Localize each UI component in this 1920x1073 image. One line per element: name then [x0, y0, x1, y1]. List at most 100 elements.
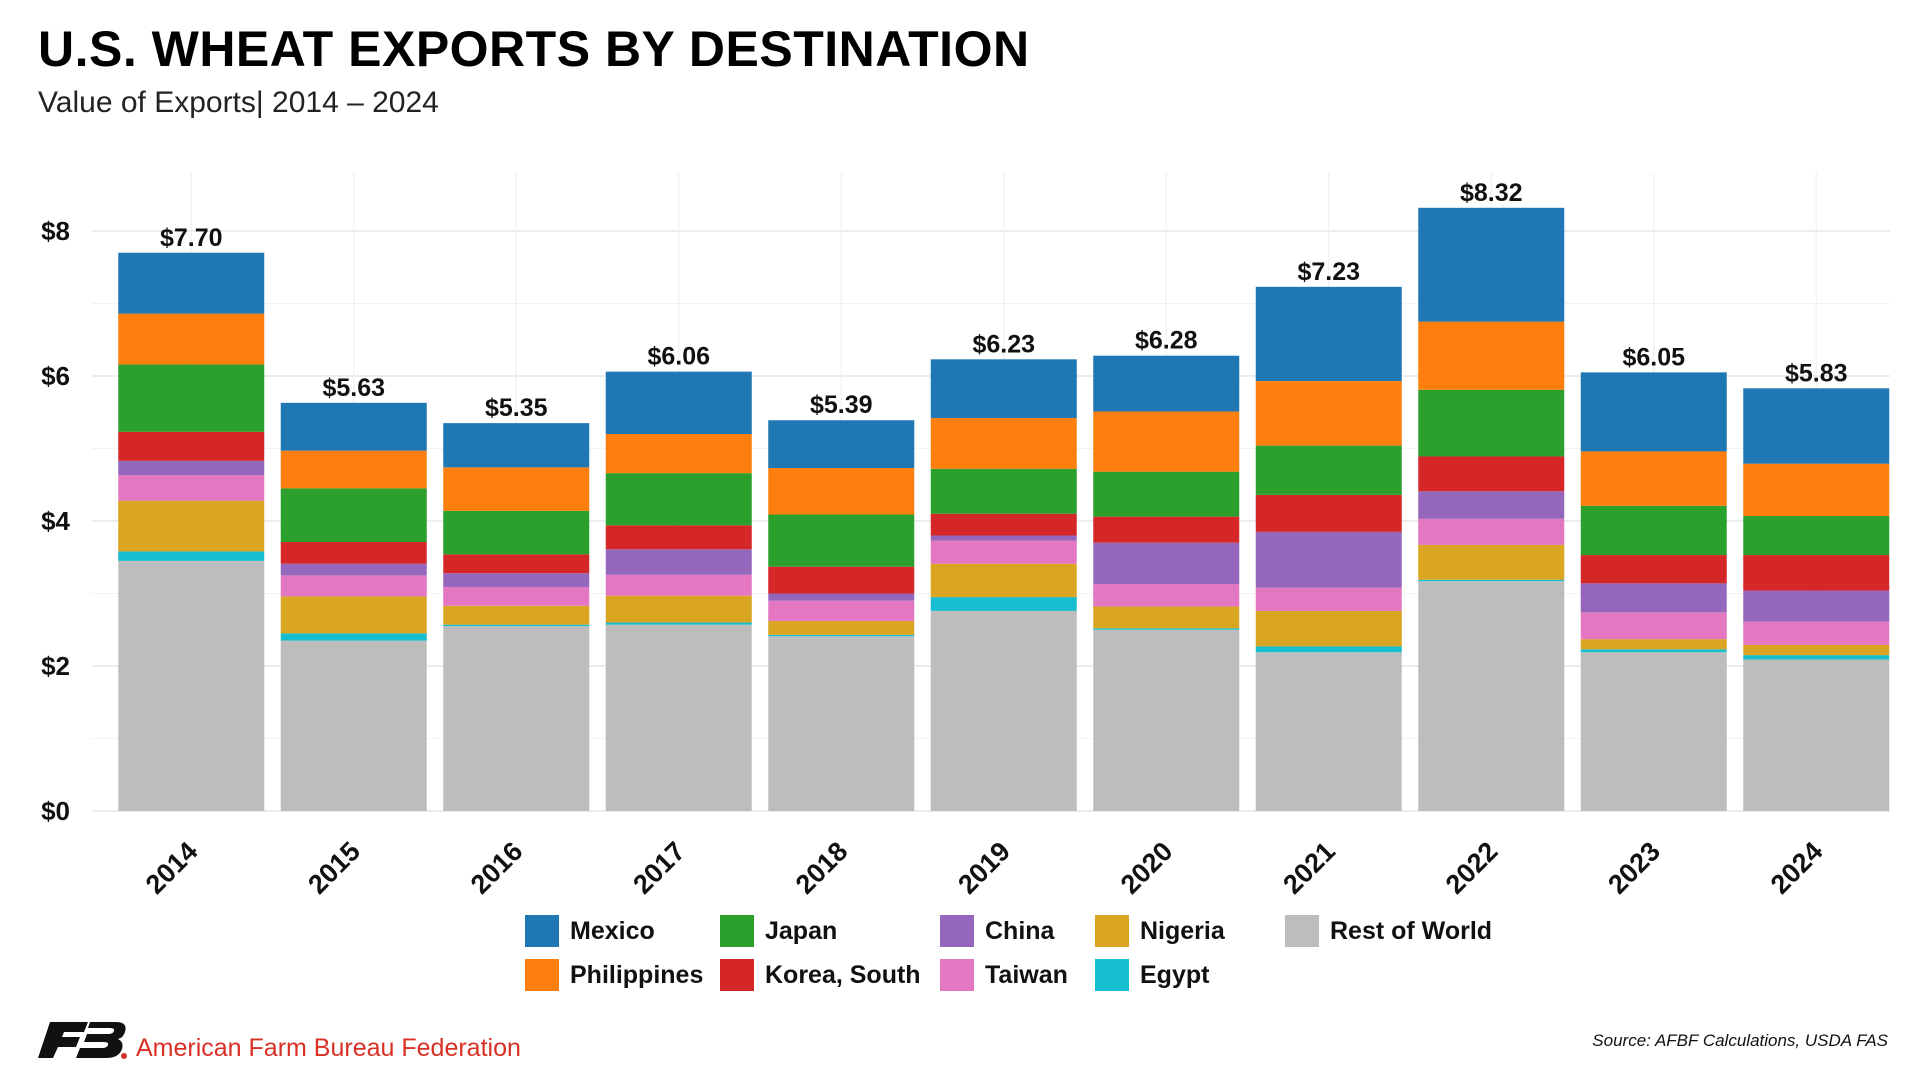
bar-segment-china: [1093, 542, 1240, 585]
legend-item-egypt: Egypt: [1095, 959, 1285, 991]
bar-segment-taiwan: [605, 574, 752, 596]
legend-swatch: [940, 915, 974, 947]
fb-logo-icon: [38, 1022, 127, 1059]
bar-segment-mexico: [118, 252, 265, 314]
bar-segment-taiwan: [1418, 518, 1565, 545]
bar-segment-japan: [1418, 389, 1565, 457]
bar-segment-china: [118, 460, 265, 476]
legend-swatch: [1095, 959, 1129, 991]
bar-total-label: $7.23: [1297, 258, 1360, 286]
bar-segment-china: [768, 593, 915, 601]
bar-segment-japan: [768, 514, 915, 567]
bar-segment-korea-south: [930, 513, 1077, 536]
bar-segment-mexico: [930, 359, 1077, 419]
bar-segment-mexico: [768, 420, 915, 469]
organization-name: American Farm Bureau Federation: [136, 1034, 521, 1062]
x-tick-label: 2021: [1277, 836, 1341, 900]
bar-segment-mexico: [1580, 372, 1727, 452]
bar-segment-egypt: [1418, 579, 1565, 582]
bar-total-label: $6.28: [1135, 327, 1198, 355]
bar-segment-korea-south: [605, 525, 752, 550]
bar-segment-rest-of-world: [1580, 652, 1727, 811]
bar-segment-taiwan: [1093, 584, 1240, 607]
stacked-bar-chart: $7.70 $5.63 $5.35 $6.06 $5.39 $6.23 $6.28 $7.23…: [41, 173, 1890, 900]
bar-segment-philippines: [768, 468, 915, 515]
x-tick-label: 2022: [1440, 836, 1504, 900]
bar-total-label: $7.70: [160, 224, 223, 252]
bar-segment-taiwan: [930, 540, 1077, 564]
bar-segment-japan: [1093, 471, 1240, 517]
bar-total-label: $8.32: [1460, 179, 1523, 207]
bar-segment-mexico: [1418, 207, 1565, 322]
bar-segment-egypt: [605, 622, 752, 625]
x-tick-label: 2014: [140, 836, 204, 900]
bar-segment-japan: [1580, 505, 1727, 556]
bar-segment-mexico: [1093, 355, 1240, 412]
legend-swatch: [720, 915, 754, 947]
y-tick-label: $8: [41, 216, 70, 246]
bar-total-labels: $7.70 $5.63 $5.35 $6.06 $5.39 $6.23 $6.28 $7.23…: [160, 179, 1848, 422]
legend-label: Korea, South: [765, 960, 921, 989]
bar-segment-korea-south: [1093, 516, 1240, 543]
bar-segment-mexico: [605, 371, 752, 434]
x-tick-label: 2018: [790, 836, 854, 900]
x-tick-label: 2019: [952, 836, 1016, 900]
legend-label: Philippines: [570, 960, 704, 989]
bar-segment-taiwan: [1580, 612, 1727, 640]
bar-total-label: $6.06: [647, 343, 710, 371]
bar-segment-japan: [930, 468, 1077, 514]
legend-item-mexico: Mexico: [525, 915, 720, 947]
bar-segment-philippines: [1093, 411, 1240, 472]
bar-segment-rest-of-world: [930, 610, 1077, 811]
bar-segment-mexico: [1255, 286, 1402, 382]
bar-total-label: $5.83: [1785, 359, 1848, 387]
legend-label: China: [985, 916, 1055, 945]
y-tick-label: $6: [41, 361, 70, 391]
bar-segment-philippines: [443, 467, 590, 511]
bar-segment-egypt: [1255, 646, 1402, 653]
bar-segment-philippines: [1255, 381, 1402, 446]
bar-segment-korea-south: [118, 431, 265, 461]
bar-segment-korea-south: [768, 566, 915, 594]
bar-segment-nigeria: [443, 605, 590, 625]
bar-segment-nigeria: [280, 596, 427, 634]
bar-segment-korea-south: [1580, 555, 1727, 584]
legend-item-china: China: [940, 915, 1095, 947]
legend-swatch: [720, 959, 754, 991]
bar-segment-japan: [1743, 515, 1890, 556]
bar-segment-china: [605, 549, 752, 575]
legend-swatch: [1285, 915, 1319, 947]
bar-segment-mexico: [443, 423, 590, 468]
bar-total-label: $5.63: [322, 374, 385, 402]
bar-segment-nigeria: [118, 500, 265, 552]
bar-segment-rest-of-world: [280, 640, 427, 811]
bar-segment-korea-south: [1418, 456, 1565, 492]
bar-segment-egypt: [1093, 628, 1240, 630]
bar-segment-taiwan: [118, 475, 265, 501]
bar-segment-china: [1743, 590, 1890, 622]
legend-label: Nigeria: [1140, 916, 1225, 945]
legend-label: Rest of World: [1330, 916, 1493, 945]
bar-segment-rest-of-world: [768, 636, 915, 811]
y-tick-label: $4: [41, 506, 70, 536]
bar-segment-taiwan: [443, 586, 590, 606]
bar-segment-egypt: [930, 597, 1077, 611]
bar-segment-rest-of-world: [118, 560, 265, 811]
bar-segment-taiwan: [1743, 621, 1890, 645]
y-axis: $0 $2 $4 $6 $8: [41, 216, 70, 826]
bar-segment-china: [930, 535, 1077, 541]
x-tick-label: 2015: [302, 836, 366, 900]
bar-segment-nigeria: [1093, 606, 1240, 629]
legend-item-nigeria: Nigeria: [1095, 915, 1285, 947]
bar-segment-nigeria: [1255, 610, 1402, 647]
bar-segment-mexico: [280, 402, 427, 451]
bar-segment-nigeria: [1418, 544, 1565, 580]
bar-segment-taiwan: [280, 575, 427, 597]
bar-segment-nigeria: [768, 621, 915, 635]
legend-label: Egypt: [1140, 960, 1210, 989]
bars: [118, 207, 1890, 811]
y-tick-label: $2: [41, 651, 70, 681]
bar-segment-philippines: [118, 313, 265, 365]
bar-segment-china: [1255, 531, 1402, 588]
bar-segment-japan: [1255, 445, 1402, 495]
